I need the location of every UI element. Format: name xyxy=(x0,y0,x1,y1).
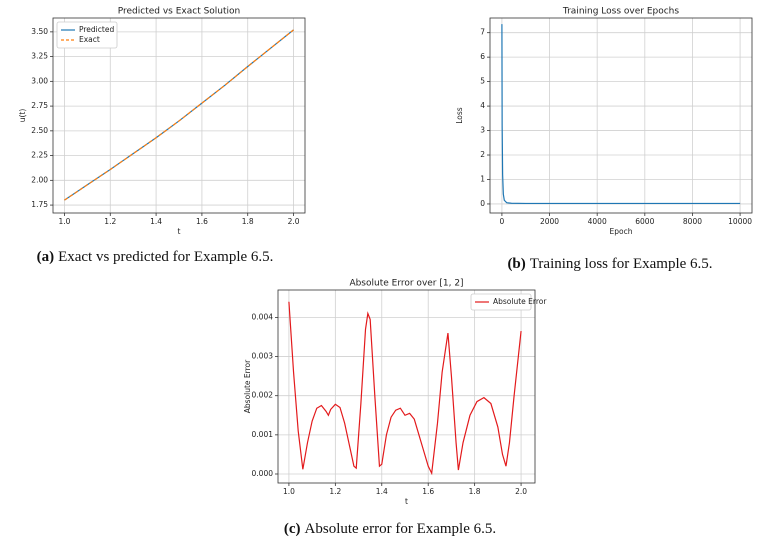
y-tick-label: 3 xyxy=(480,126,485,135)
caption: (c) Absolute error for Example 6.5. xyxy=(284,521,496,538)
caption: (a) Exact vs predicted for Example 6.5. xyxy=(37,249,274,266)
legend-box xyxy=(470,293,532,311)
y-tick-label: 6 xyxy=(480,52,485,61)
y-tick-label: 5 xyxy=(480,77,485,86)
y-tick-label: 1 xyxy=(480,174,485,183)
x-tick-label: 1.0 xyxy=(283,487,295,496)
series-line xyxy=(501,24,741,205)
series-line xyxy=(64,29,294,201)
y-tick-label: 2.25 xyxy=(31,151,48,160)
x-tick-label: 1.4 xyxy=(376,487,388,496)
y-tick-label: 3.25 xyxy=(31,52,48,61)
y-tick-label: 3.50 xyxy=(31,27,48,36)
chart-title: Predicted vs Exact Solution xyxy=(118,7,241,17)
x-tick-label: 10000 xyxy=(728,217,752,226)
caption: (b) Training loss for Example 6.5. xyxy=(507,256,712,273)
x-tick-label: 1.8 xyxy=(469,487,481,496)
x-tick-label: 1.6 xyxy=(422,487,434,496)
plot-frame xyxy=(52,17,306,214)
caption-label: (c) xyxy=(283,521,301,537)
y-tick-label: 0.001 xyxy=(252,430,274,439)
legend-label: Absolute Error xyxy=(493,297,547,306)
caption-label: (a) xyxy=(36,249,55,265)
y-tick-label: 2.00 xyxy=(31,175,48,184)
y-tick-label: 1.75 xyxy=(31,200,48,209)
x-tick-label: 0 xyxy=(500,217,505,226)
y-axis-label: u(t) xyxy=(18,109,27,123)
x-tick-label: 1.6 xyxy=(196,217,208,226)
y-tick-label: 7 xyxy=(480,28,485,37)
y-axis-label: Absolute Error xyxy=(243,359,252,413)
caption-text: Exact vs predicted for Example 6.5. xyxy=(58,249,274,265)
series-line xyxy=(64,29,294,201)
y-tick-label: 2 xyxy=(480,150,485,159)
y-tick-label: 0 xyxy=(480,199,485,208)
y-tick-label: 2.50 xyxy=(31,126,48,135)
x-axis-label: t xyxy=(405,497,408,506)
y-tick-label: 0.003 xyxy=(252,352,274,361)
x-tick-label: 1.2 xyxy=(329,487,341,496)
x-axis-label: Epoch xyxy=(610,227,633,236)
x-tick-label: 1.2 xyxy=(104,217,116,226)
caption-label: (b) xyxy=(507,256,526,272)
chart-title: Absolute Error over [1, 2] xyxy=(349,279,463,289)
y-tick-label: 0.000 xyxy=(252,469,274,478)
x-tick-label: 1.0 xyxy=(58,217,70,226)
y-tick-label: 2.75 xyxy=(31,101,48,110)
x-tick-label: 8000 xyxy=(683,217,702,226)
x-tick-label: 1.4 xyxy=(150,217,162,226)
plot-frame xyxy=(277,289,536,484)
x-tick-label: 6000 xyxy=(635,217,654,226)
x-tick-label: 2.0 xyxy=(288,217,300,226)
y-tick-label: 0.002 xyxy=(252,391,274,400)
y-axis-label: Loss xyxy=(455,107,464,124)
caption-text: Absolute error for Example 6.5. xyxy=(304,521,497,537)
series-line xyxy=(288,301,522,476)
y-tick-label: 3.00 xyxy=(31,76,48,85)
x-tick-label: 2.0 xyxy=(515,487,527,496)
x-axis-label: t xyxy=(178,227,181,236)
x-tick-label: 1.8 xyxy=(242,217,254,226)
plot-frame xyxy=(489,17,753,214)
y-tick-label: 4 xyxy=(480,101,485,110)
x-tick-label: 4000 xyxy=(588,217,607,226)
legend-label: Exact xyxy=(79,35,100,44)
x-tick-label: 2000 xyxy=(540,217,559,226)
legend-box xyxy=(56,21,118,49)
caption-text: Training loss for Example 6.5. xyxy=(529,256,713,272)
legend-label: Predicted xyxy=(79,25,114,34)
y-tick-label: 0.004 xyxy=(252,312,274,321)
chart-title: Training Loss over Epochs xyxy=(562,7,679,17)
